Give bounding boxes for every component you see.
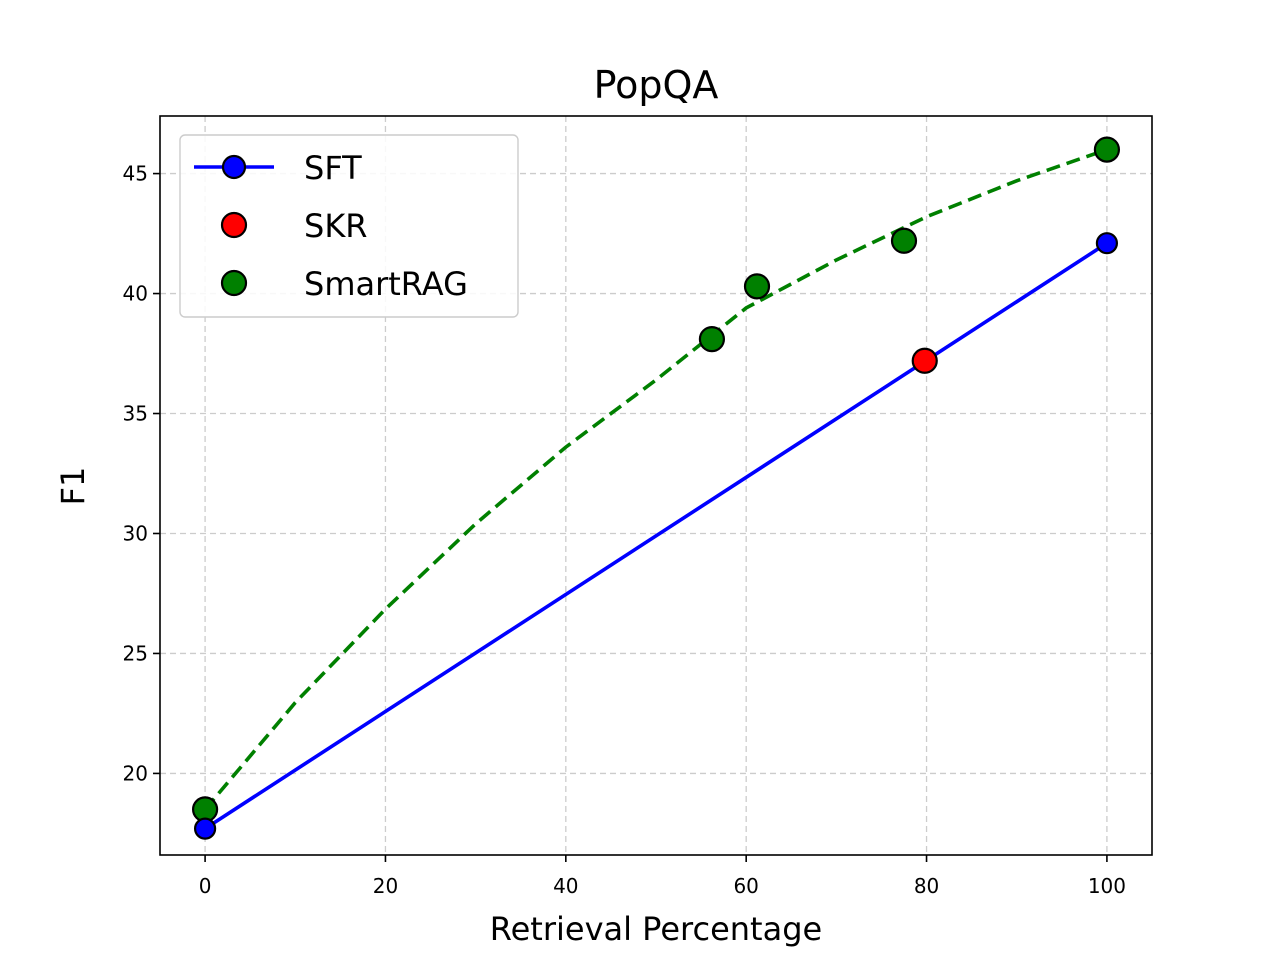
legend-swatch-marker — [220, 211, 248, 239]
y-tick-label: 35 — [123, 402, 148, 426]
series-lines — [204, 241, 1108, 831]
y-tick-label: 30 — [123, 521, 148, 545]
x-tick-label: 80 — [914, 874, 939, 898]
trend-lines — [203, 147, 1108, 811]
data-points — [191, 136, 1121, 840]
smartrag-point — [743, 273, 771, 300]
smartrag-point — [698, 326, 726, 353]
smartrag-point — [1093, 136, 1121, 163]
axis-ticks — [153, 172, 1108, 862]
legend-label-sft: SFT — [304, 149, 362, 187]
x-axis-label: Retrieval Percentage — [490, 910, 822, 948]
x-tick-label: 60 — [733, 874, 758, 898]
y-tick-label: 40 — [123, 282, 148, 306]
plot-frame — [159, 115, 1153, 856]
tick-labels: 0 20 40 60 80 100 20 25 30 35 40 45 — [123, 162, 1126, 898]
legend: SFT SKR SmartRAG — [179, 134, 519, 318]
legend-swatch-marker — [220, 269, 248, 297]
smartrag-point — [890, 227, 918, 254]
skr-point — [911, 347, 938, 374]
smartrag-trend-line — [203, 147, 1108, 811]
sft-line — [204, 241, 1108, 831]
x-tick-label: 40 — [553, 874, 578, 898]
y-axis-label: F1 — [54, 467, 92, 506]
y-tick-label: 45 — [123, 162, 148, 186]
legend-label-smartrag: SmartRAG — [304, 265, 468, 303]
y-tick-label: 25 — [123, 641, 148, 665]
x-tick-label: 20 — [373, 874, 398, 898]
x-tick-label: 100 — [1088, 874, 1126, 898]
legend-label-skr: SKR — [304, 207, 368, 245]
chart-title: PopQA — [594, 63, 719, 107]
legend-box — [179, 134, 519, 318]
sft-point — [1095, 232, 1119, 255]
legend-swatch-marker — [221, 154, 247, 180]
x-tick-label: 0 — [199, 874, 212, 898]
y-tick-label: 20 — [123, 761, 148, 785]
sft-point — [193, 817, 217, 840]
